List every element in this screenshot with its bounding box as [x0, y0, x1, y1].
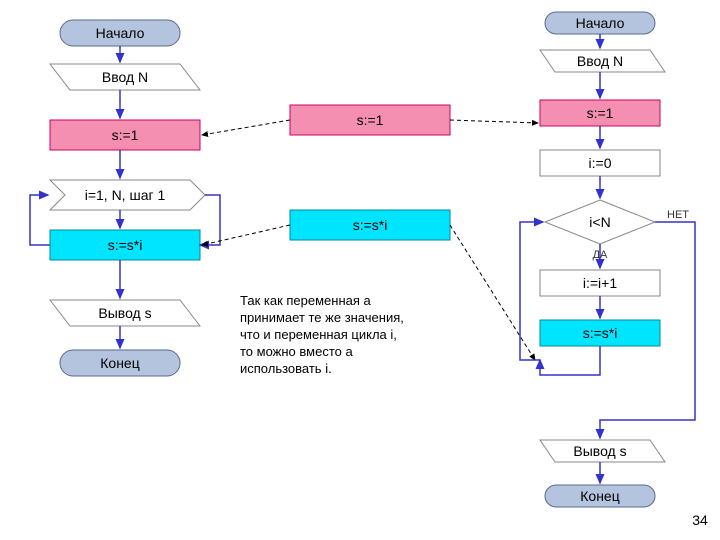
left-loop: i=1, N, шаг 1: [85, 187, 166, 203]
left-flowchart: Начало Ввод N s:=1 i=1, N, шаг 1 s:=s*i …: [30, 20, 220, 376]
page-number: 34: [692, 512, 708, 528]
svg-text:использовать i.: использовать i.: [240, 361, 332, 376]
right-input: Ввод N: [577, 53, 623, 69]
left-start: Начало: [96, 25, 145, 41]
left-end: Конец: [100, 355, 139, 371]
dash-left-s1: [202, 120, 290, 135]
right-s1: s:=1: [587, 105, 614, 121]
right-output: Вывод s: [573, 443, 626, 459]
flowchart-diagram: Начало Ввод N s:=1 i=1, N, шаг 1 s:=s*i …: [0, 0, 720, 540]
right-body: s:=s*i: [583, 325, 618, 341]
center-s1: s:=1: [357, 112, 384, 128]
center-boxes: s:=1 s:=s*i: [290, 105, 450, 240]
svg-text:то можно вместо a: то можно вместо a: [240, 344, 353, 359]
right-flowchart: Начало Ввод N s:=1 i:=0 i<N ДА НЕТ i:=i+…: [520, 12, 695, 507]
right-i0: i:=0: [589, 155, 612, 171]
right-cond: i<N: [589, 214, 610, 230]
right-inc: i:=i+1: [583, 275, 617, 291]
dash-left-body: [202, 225, 290, 245]
right-start: Начало: [576, 15, 625, 31]
annotation-text: Так как переменная a принимает те же зна…: [240, 293, 404, 376]
center-s2: s:=s*i: [353, 217, 388, 233]
left-input: Ввод N: [102, 69, 148, 85]
svg-text:что и переменная цикла i,: что и переменная цикла i,: [240, 327, 397, 342]
dash-right-body: [450, 225, 535, 360]
right-end: Конец: [580, 488, 619, 504]
right-no: НЕТ: [667, 209, 689, 221]
svg-text:принимает те же значения,: принимает те же значения,: [240, 310, 404, 325]
left-output: Вывод s: [98, 305, 151, 321]
left-body: s:=s*i: [108, 237, 143, 253]
left-s1: s:=1: [112, 127, 139, 143]
dash-right-s1: [450, 120, 538, 123]
svg-text:Так как переменная a: Так как переменная a: [240, 293, 372, 308]
